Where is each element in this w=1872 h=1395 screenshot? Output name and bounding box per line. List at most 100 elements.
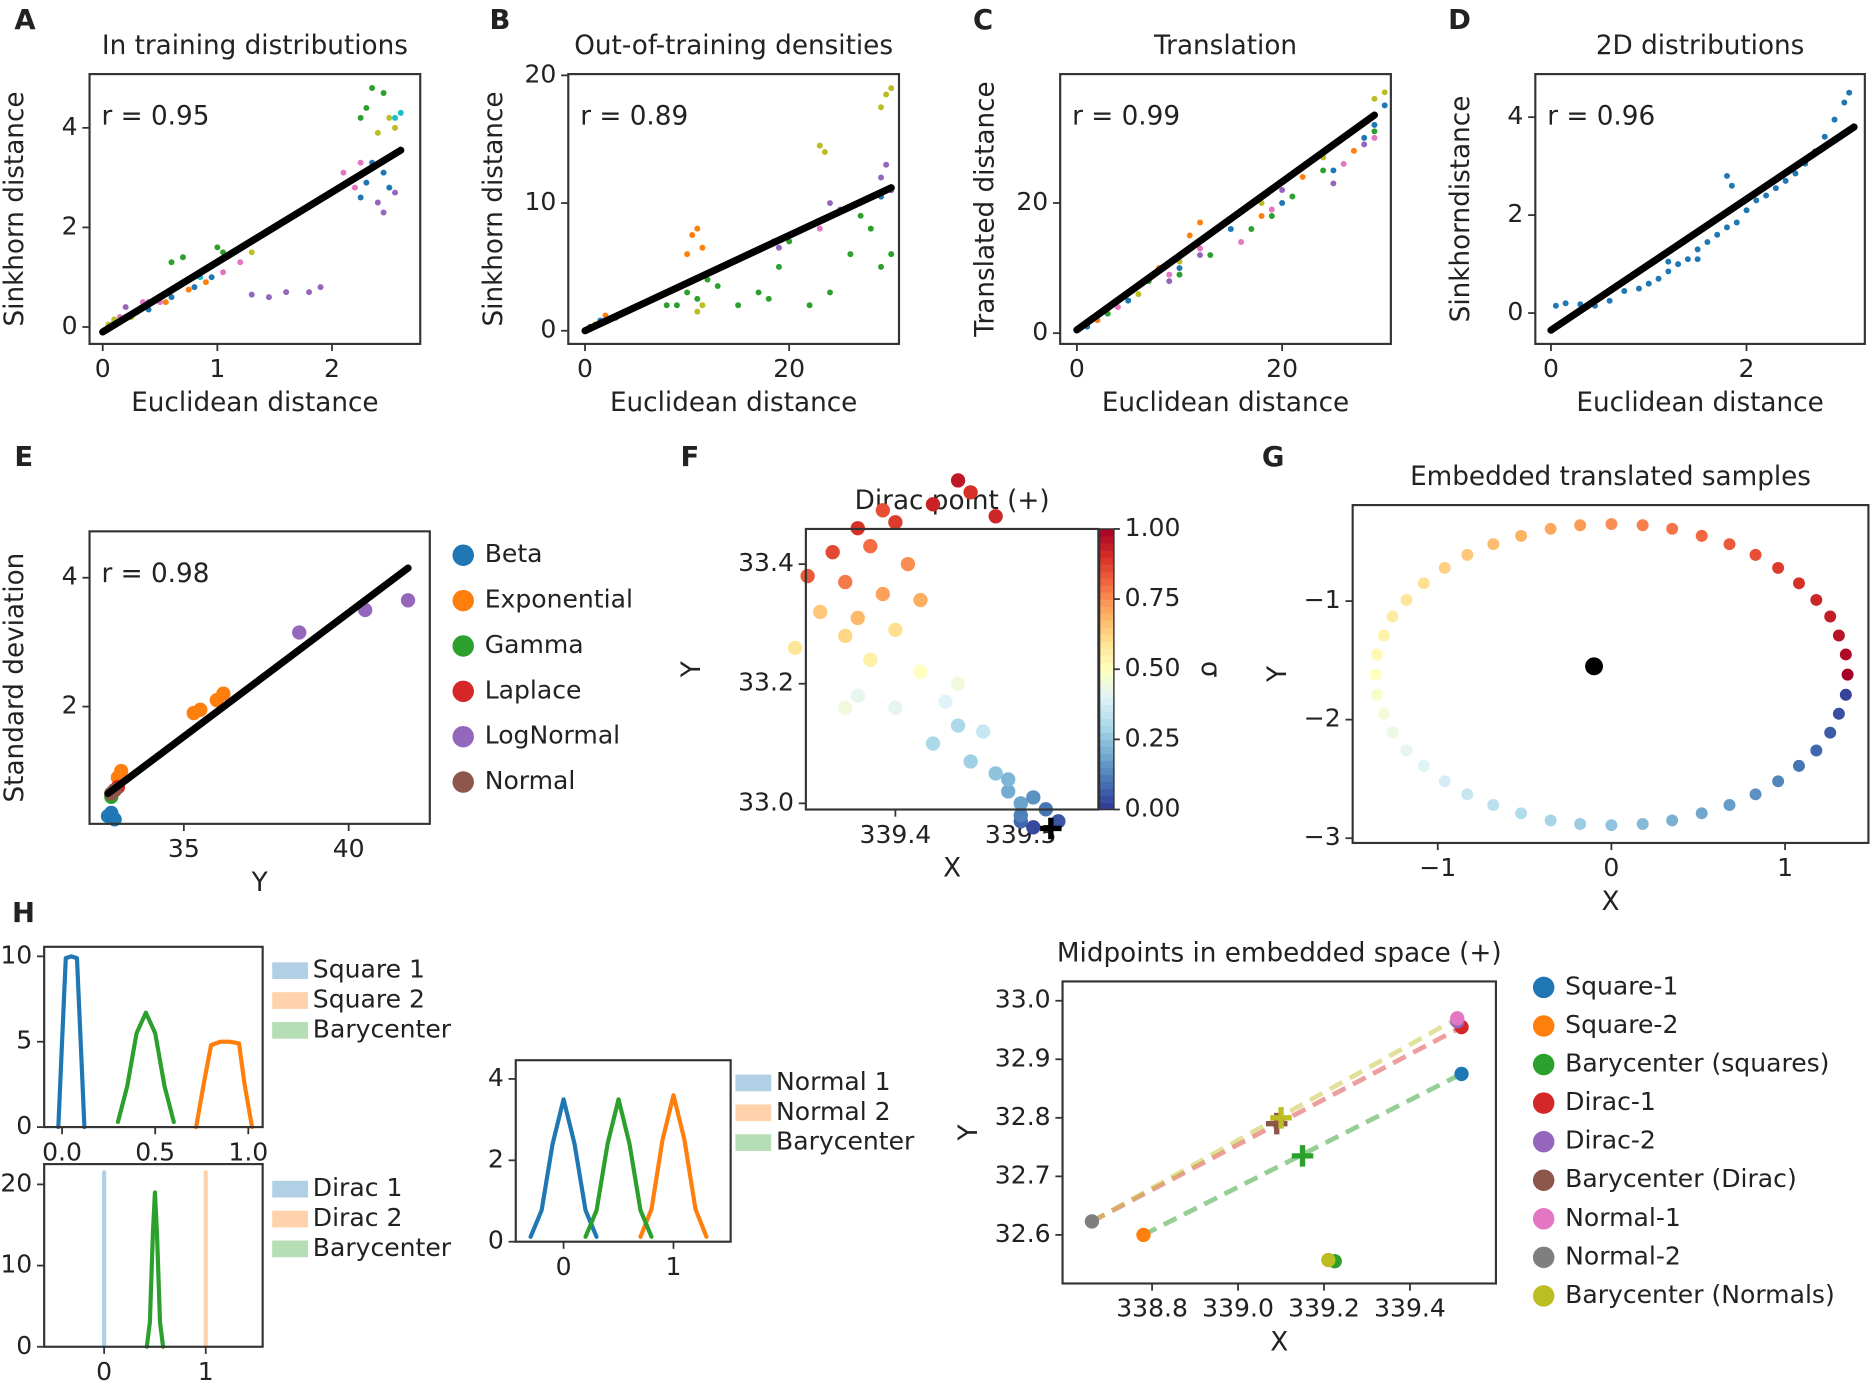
point	[988, 766, 1003, 781]
point	[386, 184, 393, 191]
point	[1695, 807, 1708, 820]
point	[397, 109, 404, 116]
point	[850, 688, 865, 703]
colorbar-tick-label: 1.00	[1125, 513, 1181, 542]
point	[357, 194, 364, 201]
point	[816, 225, 823, 232]
point	[1258, 213, 1265, 219]
plot-area	[1084, 1011, 1469, 1269]
y-tick-label: 33.0	[738, 787, 794, 816]
point	[1824, 726, 1837, 739]
point	[202, 279, 209, 286]
colorbar-tick-label: 0.00	[1125, 794, 1181, 823]
point	[1695, 529, 1708, 542]
axes-frame	[567, 73, 901, 345]
legend-label: LogNormal	[485, 721, 620, 750]
panel-title: 2D distributions	[1596, 31, 1805, 61]
point	[694, 225, 701, 232]
panel-title: Embedded translated samples	[1410, 462, 1811, 492]
point	[883, 161, 890, 168]
annotation: r = 0.89	[580, 102, 688, 132]
y-axis-label: Y	[1263, 665, 1293, 683]
point	[1371, 688, 1383, 701]
point	[168, 259, 175, 266]
point	[1026, 790, 1041, 805]
point	[699, 244, 706, 251]
y-tick-label: 0	[540, 315, 556, 344]
point	[1371, 121, 1378, 128]
point	[1377, 707, 1390, 720]
point	[1450, 1011, 1465, 1026]
colorbar-cell	[1099, 697, 1114, 705]
point	[1694, 246, 1701, 253]
point	[888, 251, 895, 258]
point	[816, 142, 823, 149]
legend-marker	[1532, 1130, 1555, 1153]
panel-title: Midpoints in embedded space (+)	[1057, 938, 1502, 968]
point	[900, 556, 916, 572]
panel-letter: B	[489, 5, 510, 36]
y-tick-label: 0	[16, 1111, 32, 1140]
panel-title: Out-of-training densities	[574, 31, 893, 61]
y-tick-label: 0	[1507, 297, 1523, 326]
point	[1166, 271, 1173, 278]
point	[1635, 285, 1642, 292]
point	[863, 539, 878, 554]
point	[673, 302, 680, 309]
point	[755, 289, 762, 296]
point	[214, 244, 221, 251]
point	[357, 114, 364, 121]
x-tick-label: 20	[773, 354, 805, 383]
point	[1831, 116, 1838, 123]
point	[950, 718, 966, 733]
y-tick-label: 20	[1016, 187, 1048, 216]
point	[386, 114, 393, 121]
colorbar-cell	[1099, 760, 1114, 769]
legend-label: Gamma	[485, 630, 584, 659]
colorbar-cell	[1099, 634, 1114, 642]
point	[1544, 814, 1557, 827]
point	[883, 91, 890, 98]
y-tick-label: −3	[1304, 822, 1341, 851]
colorbar-cell	[1099, 620, 1114, 628]
point	[775, 263, 782, 270]
panel: E Y Standard deviation 35 40 2 4 r = 0.98 Beta Ex…	[0, 442, 633, 898]
y-tick-label: 2	[488, 1144, 504, 1173]
legend-label: Normal 1	[776, 1067, 891, 1096]
series-line	[144, 1190, 166, 1349]
colorbar-cell	[1099, 788, 1114, 797]
point	[1792, 577, 1805, 590]
panel: Midpoints in embedded space (+) X Y 338.8 33…	[954, 938, 1835, 1357]
point	[265, 294, 272, 301]
point	[392, 124, 399, 131]
x-axis-label: X	[1270, 1328, 1288, 1358]
plot-area	[102, 1170, 208, 1349]
y-tick-label: 2	[62, 211, 78, 240]
axes-frame	[514, 1059, 732, 1243]
point	[1792, 759, 1805, 772]
legend-label: Laplace	[485, 675, 582, 704]
colorbar-cell	[1099, 746, 1114, 754]
point	[1197, 252, 1204, 259]
y-tick-label: 10	[524, 187, 556, 216]
colorbar-cell	[1099, 683, 1114, 691]
colorbar-cell	[1099, 549, 1114, 558]
point	[950, 473, 966, 488]
point	[888, 515, 903, 530]
point	[1268, 206, 1275, 213]
point	[1821, 133, 1828, 140]
x-tick-label: 35	[168, 834, 200, 863]
point	[114, 763, 129, 779]
point	[1810, 593, 1823, 606]
point	[1743, 207, 1750, 214]
x-tick-label: 1.0	[228, 1137, 268, 1166]
y-tick-label: 32.8	[995, 1102, 1051, 1131]
x-axis-label: Y	[251, 868, 269, 898]
y-tick-label: −2	[1304, 704, 1341, 733]
point	[1515, 529, 1528, 542]
y-axis-label: Standard deviation	[0, 553, 30, 803]
point	[1013, 796, 1028, 811]
point	[1330, 180, 1337, 187]
